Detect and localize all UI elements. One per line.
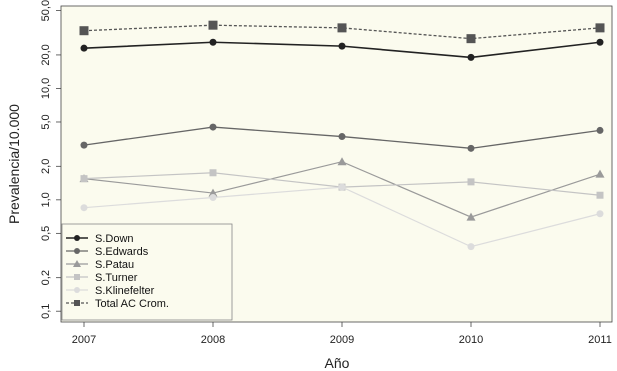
legend-item: S.Down bbox=[66, 233, 134, 245]
legend-marker bbox=[74, 300, 80, 306]
x-tick-label: 2007 bbox=[72, 334, 96, 346]
data-point bbox=[467, 144, 475, 152]
legend-label: S.Edwards bbox=[95, 246, 149, 258]
y-tick-label: 20,0 bbox=[40, 44, 52, 65]
y-tick-label: 50,0 bbox=[40, 0, 52, 21]
legend: S.DownS.EdwardsS.PatauS.TurnerS.Klinefel… bbox=[61, 223, 233, 321]
y-tick-label: 10,0 bbox=[40, 78, 52, 99]
series-s-klinefelter bbox=[80, 183, 604, 251]
legend-label: S.Patau bbox=[95, 259, 134, 271]
y-tick-label: 2,0 bbox=[40, 159, 52, 174]
data-point bbox=[596, 210, 604, 218]
data-point bbox=[596, 191, 604, 199]
x-tick-label: 2009 bbox=[330, 334, 354, 346]
legend-item: S.Edwards bbox=[66, 246, 149, 258]
y-axis-title: Prevalencia/10.000 bbox=[6, 104, 22, 224]
data-point bbox=[466, 212, 476, 221]
x-tick-label: 2010 bbox=[459, 334, 483, 346]
legend-marker bbox=[74, 274, 80, 280]
data-point bbox=[467, 53, 475, 61]
data-point bbox=[338, 42, 346, 50]
legend-item: Total AC Crom. bbox=[66, 298, 169, 310]
data-point bbox=[209, 169, 217, 177]
x-tick-label: 2011 bbox=[588, 334, 612, 346]
data-point bbox=[337, 23, 347, 33]
legend-item: S.Patau bbox=[66, 259, 134, 271]
x-tick-label: 2008 bbox=[201, 334, 225, 346]
data-point bbox=[338, 133, 346, 141]
data-point bbox=[80, 44, 88, 52]
data-point bbox=[596, 38, 604, 46]
series-line bbox=[83, 24, 601, 40]
legend-marker bbox=[73, 260, 81, 267]
data-point bbox=[466, 34, 476, 44]
legend-marker bbox=[74, 248, 80, 254]
x-axis: 2007 2008 2009 2010 2011 bbox=[72, 322, 612, 346]
series-layer bbox=[79, 20, 605, 251]
data-point bbox=[596, 126, 604, 134]
legend-marker bbox=[74, 287, 80, 293]
legend-item: S.Klinefelter bbox=[66, 285, 155, 297]
y-tick-label: 0,2 bbox=[40, 270, 52, 285]
y-tick-label: 0,1 bbox=[40, 304, 52, 319]
series-s-down bbox=[80, 38, 604, 61]
legend-box bbox=[61, 223, 233, 321]
series-total-ac-crom bbox=[79, 20, 605, 44]
data-point bbox=[595, 169, 605, 178]
legend-label: S.Turner bbox=[95, 272, 138, 284]
y-tick-label: 1,0 bbox=[40, 192, 52, 207]
data-point bbox=[208, 20, 218, 30]
series-s-edwards bbox=[80, 123, 604, 152]
data-point bbox=[80, 204, 88, 212]
legend-label: S.Down bbox=[95, 233, 134, 245]
data-point bbox=[80, 175, 88, 183]
legend-label: S.Klinefelter bbox=[95, 285, 155, 297]
data-point bbox=[80, 141, 88, 149]
x-axis-title: Año bbox=[325, 355, 350, 371]
data-point bbox=[209, 123, 217, 131]
data-point bbox=[467, 243, 475, 251]
y-tick-label: 0,5 bbox=[40, 226, 52, 241]
data-point bbox=[337, 157, 347, 166]
y-axis: 0,1 0,2 0,5 1,0 2,0 5,0 10,0 20,0 50,0 bbox=[40, 0, 61, 319]
data-point bbox=[208, 188, 218, 197]
y-tick-label: 5,0 bbox=[40, 114, 52, 129]
data-point bbox=[467, 178, 475, 186]
data-point bbox=[209, 38, 217, 46]
data-point bbox=[595, 23, 605, 33]
legend-item: S.Turner bbox=[66, 272, 138, 284]
data-point bbox=[338, 183, 346, 191]
data-point bbox=[209, 193, 217, 201]
legend-label: Total AC Crom. bbox=[95, 298, 169, 310]
data-point bbox=[79, 26, 89, 36]
legend-marker bbox=[74, 235, 80, 241]
